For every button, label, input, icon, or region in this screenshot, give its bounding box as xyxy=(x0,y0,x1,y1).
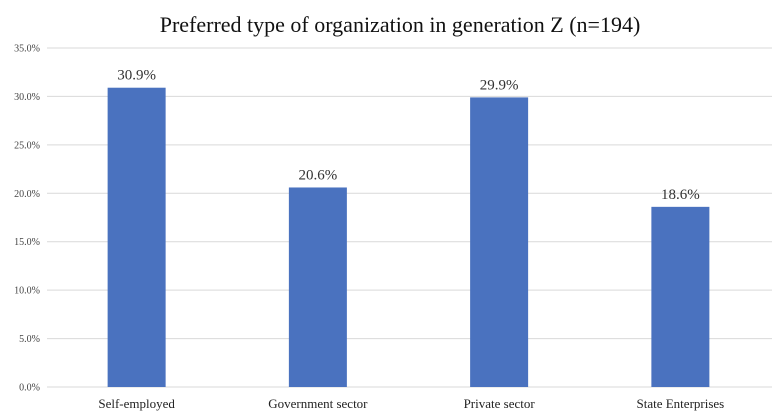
chart-title: Preferred type of organization in genera… xyxy=(160,12,641,37)
x-category-label: Government sector xyxy=(268,396,368,411)
y-tick-label: 5.0% xyxy=(19,334,40,345)
bar xyxy=(651,206,710,387)
y-tick-label: 20.0% xyxy=(14,189,40,200)
x-category-label: Self-employed xyxy=(98,396,175,411)
y-tick-label: 15.0% xyxy=(14,237,40,248)
x-axis-category-labels: Self-employed Government sector Private se… xyxy=(98,396,724,411)
bar xyxy=(470,97,529,387)
data-label: 18.6% xyxy=(661,187,700,203)
y-tick-label: 30.0% xyxy=(14,92,40,103)
y-axis-tick-labels: 0.0% 5.0% 10.0% 15.0% 20.0% 25.0% 30.0% 35.0% xyxy=(14,44,40,394)
data-label: 30.9% xyxy=(117,68,156,84)
x-category-label: State Enterprises xyxy=(637,396,725,411)
bar xyxy=(288,187,347,387)
data-labels: 30.9% 20.6% 29.9% 18.6% xyxy=(117,68,700,203)
gridlines xyxy=(47,47,772,388)
y-tick-label: 0.0% xyxy=(19,383,40,394)
bars xyxy=(107,87,710,387)
y-tick-label: 35.0% xyxy=(14,44,40,55)
bar xyxy=(107,87,166,387)
data-label: 20.6% xyxy=(299,167,338,183)
y-tick-label: 25.0% xyxy=(14,140,40,151)
y-tick-label: 10.0% xyxy=(14,286,40,297)
data-label: 29.9% xyxy=(480,77,519,93)
x-category-label: Private sector xyxy=(464,396,536,411)
